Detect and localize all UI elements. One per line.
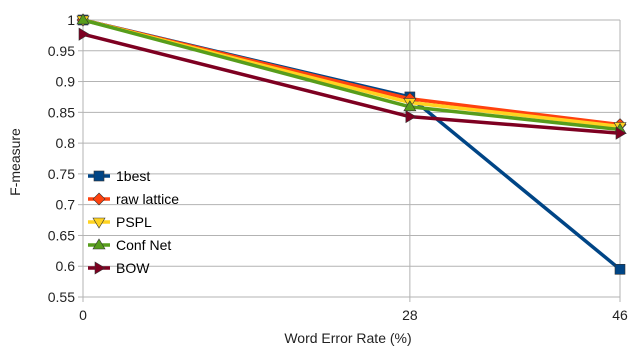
x-tick-label: 28 bbox=[402, 307, 418, 323]
legend-item: raw lattice bbox=[88, 191, 179, 207]
y-tick-label: 0.6 bbox=[56, 258, 76, 274]
legend-label: Conf Net bbox=[116, 237, 171, 253]
y-tick-label: 0.9 bbox=[56, 74, 76, 90]
y-tick-label: 0.85 bbox=[48, 104, 75, 120]
y-tick-label: 0.65 bbox=[48, 227, 75, 243]
legend-marker bbox=[92, 217, 106, 229]
axes bbox=[78, 19, 621, 302]
y-tick-labels: 0.55 0.6 0.65 0.7 0.75 0.8 0.85 0.9 0.95 1 bbox=[48, 12, 75, 305]
data-point bbox=[614, 263, 626, 275]
series-raw-lattice bbox=[76, 13, 627, 132]
series-line bbox=[82, 18, 621, 127]
y-tick-label: 1 bbox=[67, 12, 75, 28]
legend-item: PSPL bbox=[88, 214, 152, 230]
data-point bbox=[405, 110, 417, 124]
x-tick-label: 0 bbox=[79, 307, 87, 323]
series-line bbox=[82, 18, 622, 271]
gridlines bbox=[82, 19, 621, 298]
legend-marker bbox=[92, 192, 106, 206]
x-tick-labels: 0 28 46 bbox=[79, 307, 628, 323]
y-axis-title: F-measure bbox=[7, 128, 23, 196]
legend-marker bbox=[93, 170, 105, 182]
legend-label: raw lattice bbox=[116, 191, 179, 207]
data-point bbox=[403, 100, 417, 112]
legend-item: Conf Net bbox=[88, 237, 171, 253]
legend: 1best raw lattice PSPL Conf Net BOW bbox=[88, 168, 179, 276]
legend-label: BOW bbox=[116, 260, 150, 276]
legend-label: PSPL bbox=[116, 214, 152, 230]
legend-marker bbox=[94, 261, 106, 275]
legend-item: 1best bbox=[88, 168, 150, 184]
y-tick-label: 0.75 bbox=[48, 166, 75, 182]
data-point bbox=[76, 13, 90, 25]
series-line bbox=[82, 18, 621, 129]
data-point bbox=[615, 126, 627, 140]
y-tick-label: 0.55 bbox=[48, 289, 75, 305]
legend-item: BOW bbox=[88, 260, 150, 276]
legend-marker bbox=[92, 238, 106, 250]
x-axis-title: Word Error Rate (%) bbox=[284, 330, 411, 346]
series-group bbox=[76, 13, 627, 275]
series-bow bbox=[78, 27, 627, 140]
x-tick-label: 46 bbox=[612, 307, 628, 323]
data-point bbox=[78, 27, 90, 41]
y-tick-label: 0.95 bbox=[48, 43, 75, 59]
y-tick-label: 0.8 bbox=[56, 135, 76, 151]
legend-label: 1best bbox=[116, 168, 150, 184]
y-tick-label: 0.7 bbox=[56, 197, 76, 213]
